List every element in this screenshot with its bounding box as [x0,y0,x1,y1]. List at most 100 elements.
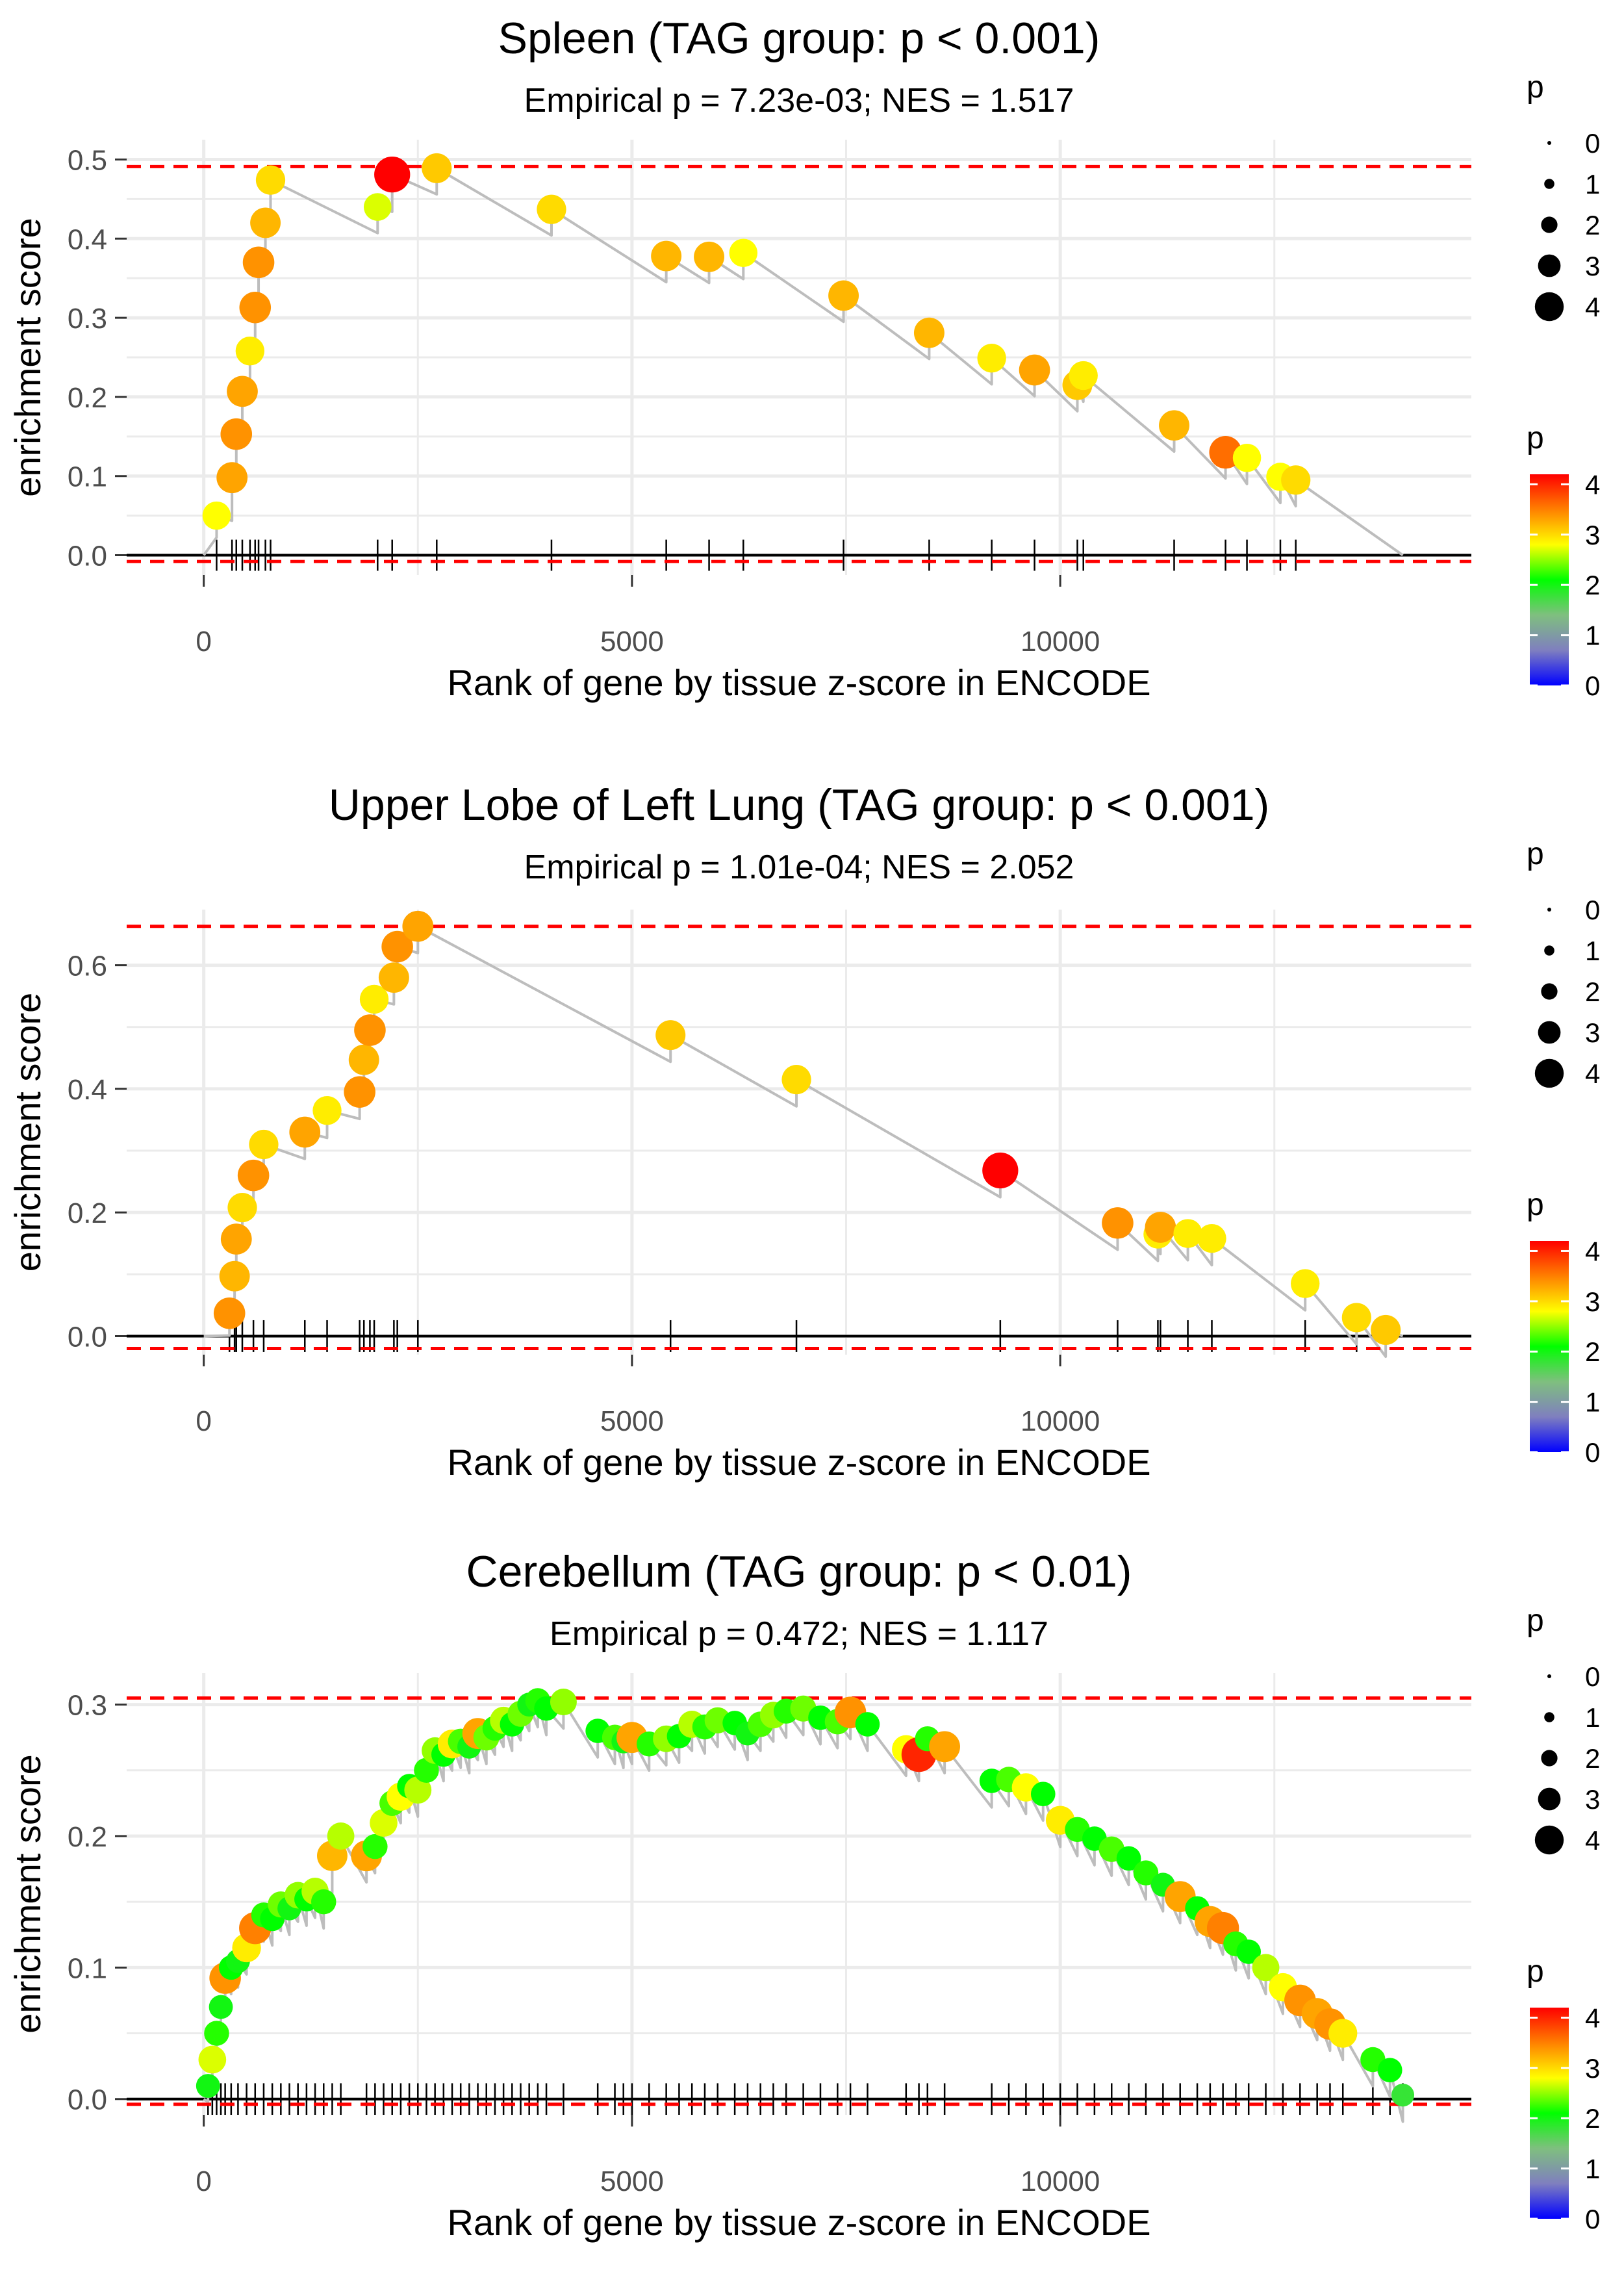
color-scale-label: 2 [1585,570,1600,600]
gene-point [204,2021,229,2046]
gene-point [1341,1303,1371,1333]
gene-point [1371,1314,1401,1345]
gene-point [344,1076,375,1108]
size-legend-label: 2 [1585,977,1600,1007]
gene-point [213,1297,246,1329]
y-axis-label: enrichment score [7,1754,48,2034]
gene-point [198,2045,227,2074]
gene-points [196,1688,1415,2107]
gene-point [1391,2084,1415,2107]
gene-point [1116,1846,1141,1871]
size-legend-label: 1 [1585,1702,1600,1733]
y-tick-label: 0.0 [68,1321,107,1353]
gene-point [402,910,434,942]
gene-point [196,2074,220,2098]
gene-point [929,1731,961,1763]
gene-point [374,156,411,193]
color-scale-label: 0 [1585,671,1600,701]
gene-point [1377,2058,1402,2083]
y-tick-label: 0.2 [68,1821,107,1853]
gene-points [202,153,1311,530]
gene-point [219,1260,250,1292]
gene-point [312,1096,342,1125]
x-axis-label: Rank of gene by tissue z-score in ENCODE [447,2202,1150,2243]
y-tick-label: 0.1 [68,461,107,493]
size-legend-label: 1 [1585,936,1600,966]
y-tick-label: 0.4 [68,1074,107,1106]
y-tick-label: 0.1 [68,1952,107,1984]
gene-point [354,1014,386,1046]
y-tick-label: 0.4 [68,224,107,255]
y-axis-label: enrichment score [7,993,48,1272]
y-tick-label: 0.0 [68,541,107,572]
size-legend-dot [1534,1825,1564,1855]
size-legend-dot [1547,141,1551,145]
size-legend-label: 0 [1585,1661,1600,1692]
gene-point [1173,1219,1202,1248]
color-scale-label: 1 [1585,2154,1600,2184]
gene-point [1328,2019,1358,2048]
gene-point [239,291,272,324]
gene-point [1102,1207,1134,1239]
y-tick-label: 0.2 [68,1197,107,1229]
gene-point [227,1192,257,1223]
color-scale-label: 2 [1585,2103,1600,2134]
color-scale-bar [1530,474,1569,685]
gene-point [220,1223,252,1255]
chart-panel-1: Spleen (TAG group: p < 0.001) Empirical p… [7,14,1471,703]
legend-3: p 0 1 2 3 4 p 0 1 2 3 4 [1527,1603,1600,2234]
gene-point [381,930,413,963]
size-legend-dot [1538,1021,1561,1044]
x-tick-label: 10000 [1021,626,1100,658]
gene-point [363,193,392,221]
color-legend-title: p [1527,1954,1544,1989]
gene-point [651,240,682,272]
gene-point [289,1116,321,1148]
size-legend-title: p [1527,70,1544,105]
gene-point [242,246,275,279]
x-tick-label: 0 [196,2165,211,2197]
color-scale-label: 0 [1585,2204,1600,2234]
chart-title: Spleen (TAG group: p < 0.001) [498,14,1100,63]
gene-point [422,153,452,183]
color-legend-title: p [1527,1188,1544,1222]
size-legend-label: 3 [1585,251,1600,281]
chart-subtitle: Empirical p = 7.23e-03; NES = 1.517 [524,82,1074,120]
gene-points [213,910,1401,1345]
size-legend-label: 4 [1585,1058,1600,1089]
gene-point [1252,1954,1280,1982]
y-tick-label: 0.2 [68,382,107,414]
color-scale-label: 3 [1585,2053,1600,2084]
y-tick-label: 0.5 [68,144,107,176]
gene-point [977,344,1006,373]
x-tick-label: 0 [196,1405,211,1437]
chart-subtitle: Empirical p = 0.472; NES = 1.117 [550,1615,1048,1653]
gene-point [1232,443,1262,472]
gene-point [982,1152,1019,1189]
gene-point [550,1689,577,1716]
size-legend-dot [1544,179,1554,189]
gene-point [216,462,248,494]
size-legend-label: 1 [1585,169,1600,199]
gene-point [1197,1223,1226,1253]
size-legend-dot [1547,1674,1551,1678]
gene-point [1281,465,1311,495]
x-tick-label: 5000 [600,1405,664,1437]
color-scale-label: 4 [1585,2002,1600,2033]
gene-point [1030,1782,1056,1807]
y-tick-label: 0.6 [68,951,107,982]
gene-point [913,317,945,348]
size-legend-dot [1544,1712,1554,1722]
y-tick-label: 0.3 [68,303,107,335]
x-axis-label: Rank of gene by tissue z-score in ENCODE [447,1442,1150,1483]
gene-point [362,1833,388,1859]
gene-point [655,1020,686,1051]
gene-point [414,1757,439,1783]
chart-panel-2: Upper Lobe of Left Lung (TAG group: p < … [7,780,1471,1483]
color-scale-label: 1 [1585,1387,1600,1418]
size-legend-label: 3 [1585,1017,1600,1048]
gene-point [227,376,258,407]
color-scale-label: 3 [1585,1286,1600,1317]
size-legend-title: p [1527,837,1544,871]
